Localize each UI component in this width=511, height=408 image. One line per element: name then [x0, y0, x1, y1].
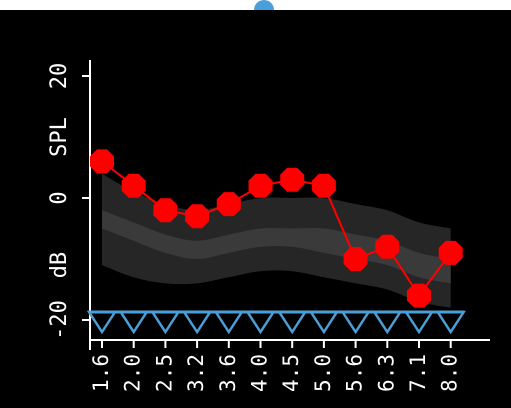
threshold-marker	[245, 310, 276, 335]
threshold-markers	[86, 310, 467, 335]
data-point	[90, 149, 114, 174]
x-tick-label: 7.1	[406, 354, 430, 392]
chart-panel: 20 0 -20 SPL dB 1.6 2.0 2.5 3.2 3.6 4.0 4.5 5.0 5.6 6.…	[0, 10, 511, 408]
x-tick-label: 5.6	[343, 354, 367, 392]
threshold-marker	[276, 310, 308, 335]
x-tick-label: 6.3	[374, 354, 398, 392]
chart-svg: 20 0 -20 SPL dB 1.6 2.0 2.5 3.2 3.6 4.0 4.5 5.0 5.6 6.…	[47, 60, 490, 392]
x-tick-label: 3.2	[184, 354, 208, 392]
threshold-marker	[308, 310, 340, 335]
threshold-marker	[340, 310, 371, 335]
threshold-marker	[403, 310, 435, 335]
data-point	[121, 173, 146, 198]
data-point	[407, 283, 431, 308]
x-tick-label: 1.6	[89, 354, 113, 392]
threshold-marker	[181, 310, 213, 335]
x-tick-label: 5.0	[311, 354, 335, 392]
data-point	[438, 240, 463, 265]
y-tick-label: 20	[47, 63, 72, 90]
reference-bands	[102, 173, 451, 308]
x-tick-label: 4.5	[279, 354, 303, 392]
x-tick-label: 2.0	[121, 354, 145, 392]
series-layer	[90, 149, 463, 308]
threshold-marker	[371, 310, 403, 335]
y-tick-label: 0	[47, 191, 72, 204]
axes	[82, 60, 490, 350]
data-point	[248, 173, 273, 198]
y-axis-label: SPL	[47, 117, 72, 157]
data-point	[311, 173, 336, 198]
data-point	[185, 204, 210, 229]
threshold-marker	[86, 310, 118, 335]
threshold-marker	[435, 310, 467, 335]
x-tick-label: 2.5	[152, 354, 176, 392]
data-point	[375, 234, 400, 259]
y-axis-label-part: dB	[47, 252, 72, 279]
threshold-marker	[213, 310, 245, 335]
axis-labels: 20 0 -20 SPL dB 1.6 2.0 2.5 3.2 3.6 4.0 4.5 5.0 5.6 6.…	[47, 63, 462, 392]
threshold-marker	[118, 310, 150, 335]
threshold-marker	[150, 310, 181, 335]
y-tick-label: -20	[47, 300, 72, 340]
x-tick-label: 8.0	[438, 354, 462, 392]
data-point	[280, 167, 305, 192]
data-point	[216, 192, 241, 217]
x-tick-label: 4.0	[248, 354, 272, 392]
x-tick-label: 3.6	[216, 354, 240, 392]
data-point	[343, 247, 368, 271]
data-point	[153, 198, 178, 223]
